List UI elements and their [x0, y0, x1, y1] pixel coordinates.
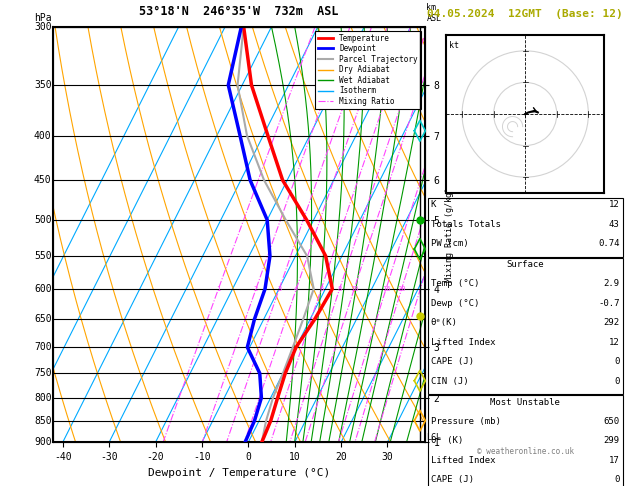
Text: kt: kt: [450, 41, 459, 51]
Text: 12: 12: [609, 338, 620, 347]
Text: km
ASL: km ASL: [426, 3, 442, 22]
Text: Totals Totals: Totals Totals: [431, 220, 501, 229]
Text: © weatheronline.co.uk: © weatheronline.co.uk: [477, 447, 574, 456]
Text: 4: 4: [294, 286, 298, 292]
Text: Lifted Index: Lifted Index: [431, 338, 496, 347]
Text: 6: 6: [319, 286, 323, 292]
Text: 0: 0: [614, 475, 620, 485]
Text: CAPE (J): CAPE (J): [431, 357, 474, 366]
Text: 2: 2: [254, 286, 258, 292]
Text: 12: 12: [609, 200, 620, 209]
Text: 3: 3: [277, 286, 281, 292]
X-axis label: Dewpoint / Temperature (°C): Dewpoint / Temperature (°C): [148, 468, 330, 478]
Text: Lifted Index: Lifted Index: [431, 456, 496, 465]
Text: 2.9: 2.9: [603, 279, 620, 289]
Text: 800: 800: [34, 393, 52, 403]
Text: PW (cm): PW (cm): [431, 239, 469, 248]
Text: 299: 299: [603, 436, 620, 446]
Text: 900: 900: [34, 437, 52, 447]
Text: 292: 292: [603, 318, 620, 328]
Y-axis label: Mixing Ratio (g/kg): Mixing Ratio (g/kg): [445, 187, 454, 282]
Text: 650: 650: [34, 314, 52, 324]
Text: 650: 650: [603, 417, 620, 426]
Text: θᵉ (K): θᵉ (K): [431, 436, 463, 446]
Text: Surface: Surface: [506, 260, 544, 269]
Text: Most Unstable: Most Unstable: [490, 398, 560, 407]
Text: LCL: LCL: [426, 433, 442, 442]
Text: Dewp (°C): Dewp (°C): [431, 299, 479, 308]
Text: Pressure (mb): Pressure (mb): [431, 417, 501, 426]
Text: θᵉ(K): θᵉ(K): [431, 318, 458, 328]
Text: CAPE (J): CAPE (J): [431, 475, 474, 485]
Text: Temp (°C): Temp (°C): [431, 279, 479, 289]
Text: 0.74: 0.74: [598, 239, 620, 248]
Text: 53°18'N  246°35'W  732m  ASL: 53°18'N 246°35'W 732m ASL: [139, 5, 339, 18]
Text: 500: 500: [34, 215, 52, 225]
Text: 450: 450: [34, 175, 52, 185]
Text: 550: 550: [34, 251, 52, 261]
Text: 300: 300: [34, 22, 52, 32]
Text: 400: 400: [34, 131, 52, 140]
Text: -0.7: -0.7: [598, 299, 620, 308]
Text: 04.05.2024  12GMT  (Base: 12): 04.05.2024 12GMT (Base: 12): [427, 9, 623, 19]
Text: 850: 850: [34, 416, 52, 426]
Text: 750: 750: [34, 368, 52, 378]
Text: 16: 16: [382, 286, 390, 292]
Text: 43: 43: [609, 220, 620, 229]
Text: 8: 8: [338, 286, 342, 292]
Text: 17: 17: [609, 456, 620, 465]
Text: 600: 600: [34, 284, 52, 294]
Text: K: K: [431, 200, 437, 209]
Legend: Temperature, Dewpoint, Parcel Trajectory, Dry Adiabat, Wet Adiabat, Isotherm, Mi: Temperature, Dewpoint, Parcel Trajectory…: [314, 31, 421, 109]
Text: 700: 700: [34, 342, 52, 352]
Text: CIN (J): CIN (J): [431, 377, 469, 386]
Text: 0: 0: [614, 377, 620, 386]
Text: hPa: hPa: [34, 13, 52, 22]
Text: 10: 10: [350, 286, 359, 292]
Text: 350: 350: [34, 80, 52, 90]
Text: 0: 0: [614, 357, 620, 366]
Text: 1: 1: [216, 286, 221, 292]
Text: 20: 20: [398, 286, 406, 292]
